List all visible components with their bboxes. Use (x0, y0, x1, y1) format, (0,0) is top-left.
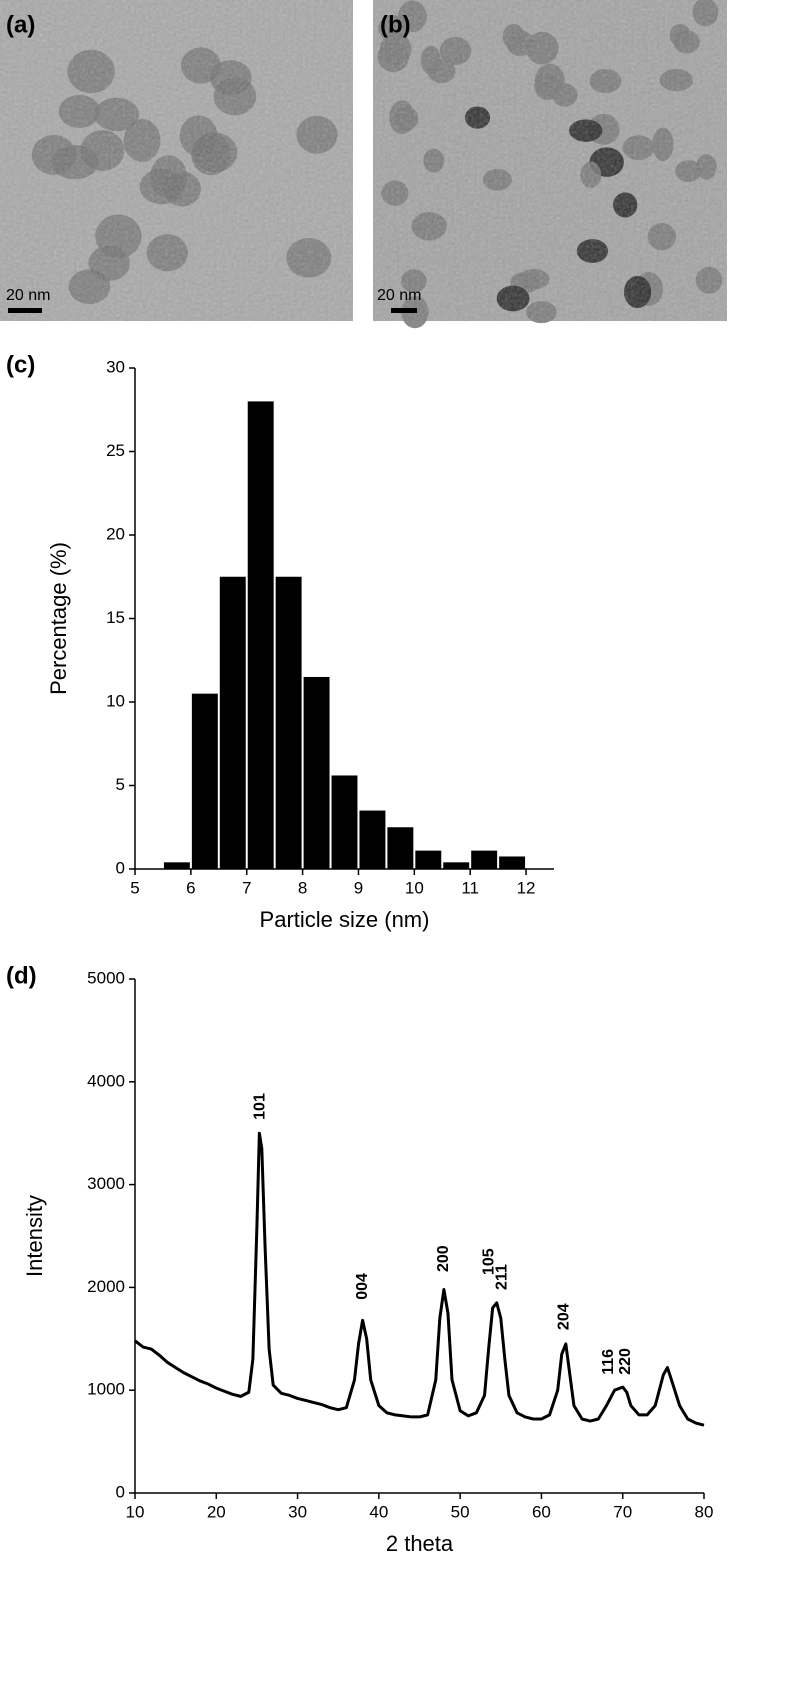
y-tick-label: 15 (106, 608, 125, 627)
peak-label: 200 (435, 1245, 452, 1272)
x-tick-label: 9 (354, 878, 363, 897)
x-tick-label: 50 (451, 1502, 470, 1521)
peak-label: 101 (251, 1093, 268, 1120)
image-noise (373, 0, 727, 321)
y-tick-label: 2000 (87, 1277, 125, 1296)
x-tick-label: 30 (288, 1502, 307, 1521)
y-tick-label: 0 (116, 858, 125, 877)
panel-label: (c) (6, 351, 35, 378)
y-tick-label: 4000 (87, 1071, 125, 1090)
y-tick-label: 0 (116, 1482, 125, 1501)
bar (331, 775, 358, 869)
bar (443, 862, 470, 869)
scale-bar-label: 20 nm (6, 287, 50, 304)
peak-label: 105 (481, 1248, 498, 1275)
peak-label: 220 (617, 1348, 634, 1375)
y-tick-label: 5000 (87, 968, 125, 987)
y-tick-label: 1000 (87, 1380, 125, 1399)
scale-bar (391, 308, 417, 313)
y-tick-label: 5 (116, 775, 125, 794)
bar (219, 576, 246, 869)
peak-label: 204 (555, 1303, 572, 1330)
x-tick-label: 5 (130, 878, 139, 897)
scale-bar-label: 20 nm (377, 287, 421, 304)
bar (163, 862, 190, 869)
x-axis-label: 2 theta (386, 1531, 454, 1556)
y-tick-label: 3000 (87, 1174, 125, 1193)
bar (303, 676, 330, 869)
x-tick-label: 80 (695, 1502, 714, 1521)
y-tick-label: 25 (106, 441, 125, 460)
x-tick-label: 12 (517, 878, 536, 897)
bar (499, 856, 526, 869)
x-axis-label: Particle size (nm) (260, 907, 430, 932)
peak-label: 116 (600, 1349, 617, 1375)
x-tick-label: 40 (369, 1502, 388, 1521)
x-tick-label: 60 (532, 1502, 551, 1521)
bar (387, 827, 414, 869)
scale-bar (8, 308, 42, 313)
y-tick-label: 20 (106, 524, 125, 543)
bar (247, 401, 274, 869)
y-tick-label: 10 (106, 691, 125, 710)
peak-label: 211 (494, 1264, 511, 1290)
bar (359, 810, 386, 869)
y-axis-label: Percentage (%) (46, 542, 71, 695)
image-noise (0, 0, 353, 321)
x-tick-label: 7 (242, 878, 251, 897)
bar (275, 576, 302, 869)
y-tick-label: 30 (106, 357, 125, 376)
x-tick-label: 70 (613, 1502, 632, 1521)
x-tick-label: 8 (298, 878, 307, 897)
panel-label: (d) (6, 962, 37, 989)
x-tick-label: 6 (186, 878, 195, 897)
y-axis-label: Intensity (22, 1195, 47, 1277)
x-tick-label: 11 (461, 878, 479, 897)
panel-label: (b) (380, 11, 411, 38)
x-tick-label: 10 (126, 1502, 145, 1521)
data-line (134, 1131, 705, 1427)
bar (415, 850, 442, 869)
peak-label: 004 (354, 1273, 371, 1300)
bar (191, 693, 218, 869)
x-tick-label: 10 (405, 878, 424, 897)
x-tick-label: 20 (207, 1502, 226, 1521)
bar (471, 850, 498, 869)
panel-label: (a) (6, 11, 35, 38)
